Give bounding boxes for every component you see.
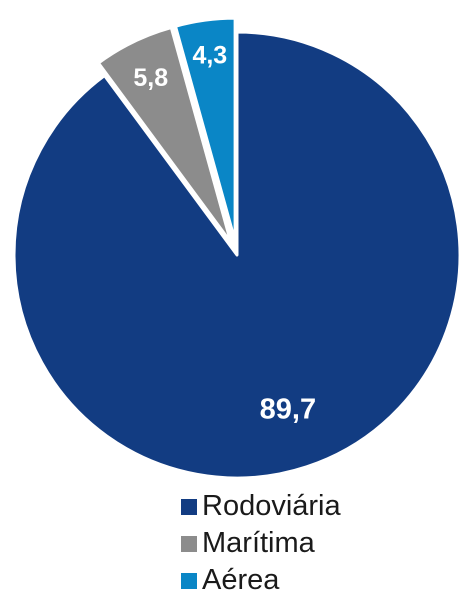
legend-item-rodoviaria: Rodoviária (181, 488, 341, 525)
legend-swatch-maritima (181, 535, 197, 552)
data-label-maritima: 5,8 (133, 64, 168, 92)
pie-slice-aerea (173, 16, 237, 243)
legend-item-maritima: Marítima (181, 525, 341, 562)
pie-slice-maritima (96, 26, 233, 244)
data-label-aerea: 4,3 (192, 42, 227, 70)
legend-item-aerea: Aérea (181, 562, 341, 599)
data-label-rodoviaria: 89,7 (260, 394, 316, 426)
legend-swatch-rodoviaria (181, 498, 197, 515)
legend-label-aerea: Aérea (202, 564, 280, 596)
legend-label-maritima: Marítima (202, 527, 315, 559)
chart-legend: Rodoviária Marítima Aérea (181, 488, 341, 599)
pie-slice-rodoviaria (12, 30, 461, 480)
legend-swatch-aerea (181, 572, 197, 589)
legend-label-rodoviaria: Rodoviária (202, 490, 341, 522)
